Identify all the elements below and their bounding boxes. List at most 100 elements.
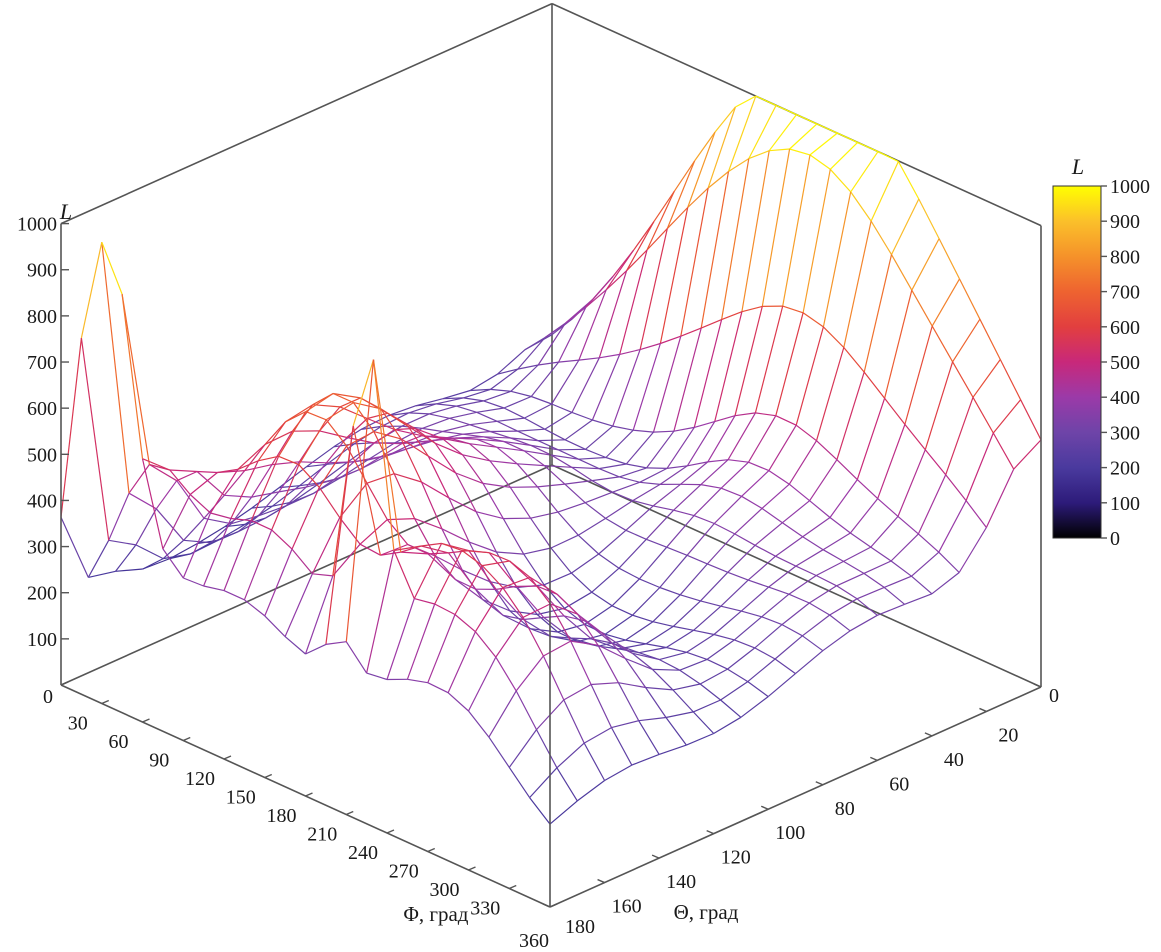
plot-box-front (60, 223, 1042, 908)
mesh-segment (414, 518, 436, 557)
y-tick-label: 160 (612, 896, 642, 918)
mesh-segment (707, 106, 736, 189)
mesh-segment (455, 578, 476, 590)
mesh-segment (809, 132, 838, 156)
mesh-segment (748, 150, 770, 160)
mesh-segment (829, 598, 858, 616)
mesh-segment (781, 602, 810, 626)
mesh-segment (904, 593, 933, 605)
mesh-segment (522, 617, 544, 657)
mesh-segment (285, 493, 314, 507)
mesh-segment (699, 683, 721, 701)
mesh-segment (576, 780, 605, 802)
mesh-segment (108, 539, 137, 546)
mesh-segment (727, 571, 749, 581)
mesh-segment (617, 682, 640, 721)
mesh-segment (632, 500, 654, 507)
y-tick-label: 120 (721, 847, 751, 869)
mesh-segment (497, 368, 518, 375)
mesh-segment (741, 495, 763, 509)
mesh-segment (291, 487, 320, 550)
mesh-segment (754, 647, 776, 660)
mesh-segment (441, 437, 463, 456)
mesh-segment (740, 696, 769, 718)
mesh-segment (510, 437, 532, 446)
mesh-segment (435, 397, 464, 405)
mesh-segment (434, 603, 456, 616)
mesh-segment (626, 221, 655, 271)
mesh-segment (87, 540, 110, 578)
mesh-segment (700, 319, 722, 329)
x-tick-label: 60 (109, 731, 129, 753)
mesh-segment (312, 573, 333, 577)
mesh-segment (449, 437, 477, 440)
mesh-segment (101, 242, 130, 494)
mesh-segment (420, 481, 443, 530)
mesh-segment (121, 294, 144, 459)
mesh-segment (849, 614, 878, 632)
mesh-segment (747, 681, 769, 698)
mesh-segment (163, 553, 191, 560)
mesh-segment (815, 347, 845, 441)
mesh-segment (645, 643, 667, 649)
mesh-segment (366, 550, 395, 674)
x-tick-label: 330 (470, 898, 500, 920)
mesh-segment (850, 151, 879, 193)
mesh-segment (543, 465, 566, 485)
mesh-segment (992, 399, 1022, 434)
mesh-segment (467, 656, 497, 712)
mesh-segment (162, 539, 185, 560)
colorbar-title: L (1071, 154, 1084, 179)
mesh-segment (850, 532, 872, 548)
x-tick-label: 270 (389, 861, 419, 883)
mesh-segment (666, 546, 688, 556)
mesh-segment (924, 449, 947, 476)
mesh-segment (550, 547, 572, 574)
x-axis-title: Φ, град (404, 902, 469, 926)
mesh-segment (829, 141, 859, 170)
mesh-segment (945, 397, 974, 475)
mesh-segment (449, 411, 477, 419)
mesh-segment (625, 431, 654, 465)
mesh-segment (374, 442, 402, 445)
x-tick-mark (468, 866, 476, 871)
mesh-segment (795, 650, 824, 675)
mesh-segment (911, 551, 940, 577)
mesh-segment (638, 646, 667, 654)
mesh-segment (734, 533, 756, 546)
mesh-segment (224, 494, 252, 498)
mesh-segment (604, 634, 626, 659)
mesh-segment (639, 342, 661, 351)
mesh-segment (659, 586, 681, 596)
mesh-segment (829, 479, 858, 518)
mesh-segment (768, 114, 797, 152)
mesh-segment (741, 470, 770, 497)
x-tick-label: 360 (519, 930, 549, 952)
mesh-segment (496, 585, 517, 590)
mesh-segment (632, 614, 654, 623)
mesh-segment (693, 515, 715, 525)
mesh-segment (510, 390, 532, 398)
colorbar-tick-label: 300 (1110, 422, 1140, 444)
mesh-segment (577, 517, 606, 536)
mesh-segment (774, 658, 796, 675)
mesh-segment (488, 552, 517, 587)
mesh-segment (652, 336, 682, 433)
mesh-segment (931, 278, 961, 327)
mesh-segment (653, 430, 674, 433)
mesh-segment (476, 411, 498, 422)
mesh-segment (535, 729, 558, 769)
mesh-segment (101, 241, 123, 295)
mesh-segment (789, 123, 818, 150)
mesh-segment (400, 438, 429, 457)
mesh-segment (372, 359, 395, 551)
mesh-segment (557, 511, 579, 536)
mesh-segment (516, 586, 545, 618)
mesh-segment (237, 515, 259, 533)
mesh-segment (706, 639, 735, 660)
mesh-segment (244, 444, 266, 471)
mesh-segment (373, 431, 395, 474)
mesh-segment (60, 517, 89, 578)
mesh-segment (625, 505, 654, 531)
mesh-segment (679, 669, 701, 685)
